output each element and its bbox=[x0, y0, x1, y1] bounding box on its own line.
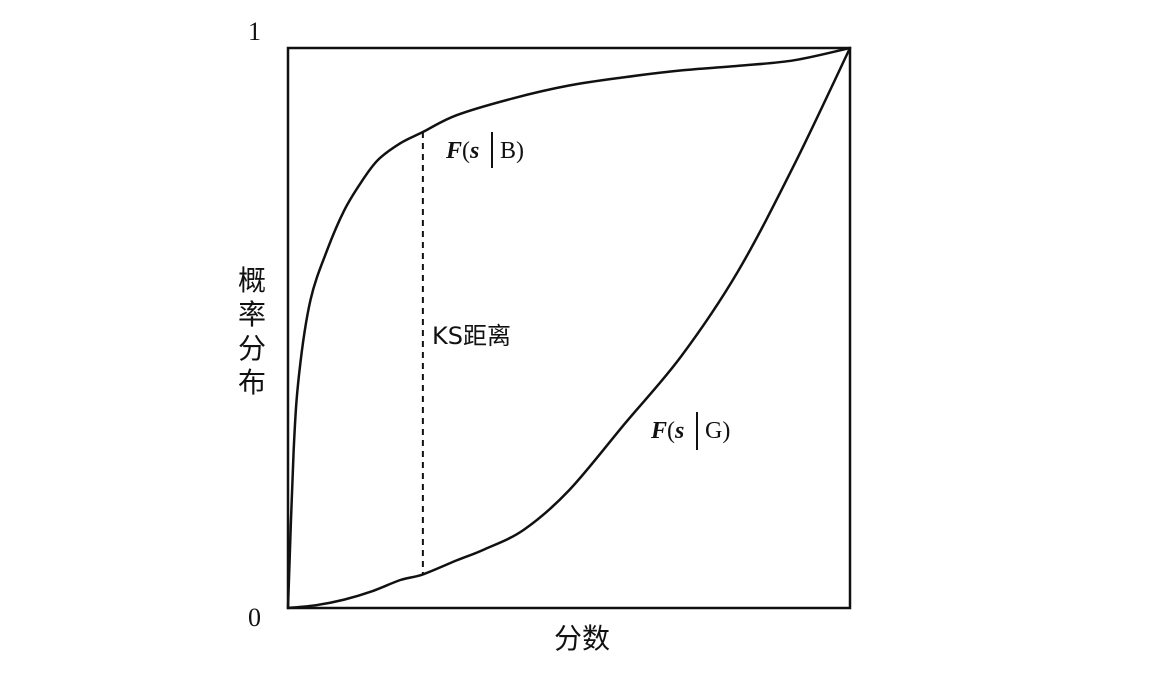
svg-text:G): G) bbox=[705, 418, 730, 444]
svg-text:F(s: F(s bbox=[445, 138, 479, 164]
series-label-close-paren: ) bbox=[722, 418, 730, 444]
series-label-open-paren: ( bbox=[667, 418, 675, 444]
svg-text:B): B) bbox=[500, 138, 524, 164]
series-label-open-paren: ( bbox=[462, 138, 470, 164]
svg-text:F(s: F(s bbox=[650, 418, 684, 444]
y-axis-label-char: 率 bbox=[238, 298, 266, 331]
series-label-var: s bbox=[469, 138, 479, 164]
series-label-var: s bbox=[674, 418, 684, 444]
y-tick-label-1: 1 bbox=[248, 17, 261, 46]
plot-frame bbox=[286, 46, 852, 610]
y-tick-label-0: 0 bbox=[248, 603, 261, 632]
y-axis-label-char: 分 bbox=[238, 332, 266, 365]
series-line-f-s-b bbox=[286, 46, 852, 610]
series-label-f-s-b: F(s B) bbox=[445, 132, 524, 168]
series-label-close-paren: ) bbox=[516, 138, 524, 164]
y-axis-label: 概 率 分 布 bbox=[238, 264, 266, 399]
series-label-f-s-g: F(s G) bbox=[650, 412, 730, 450]
y-axis-label-char: 概 bbox=[238, 264, 266, 297]
x-axis-label: 分数 bbox=[554, 622, 610, 655]
series-label-func: F bbox=[650, 418, 667, 444]
ks-distance-label: KS距离 bbox=[432, 322, 511, 350]
series-label-func: F bbox=[445, 138, 462, 164]
series-line-f-s-g bbox=[286, 46, 852, 610]
series-label-condition: G bbox=[705, 418, 722, 444]
y-axis-label-char: 布 bbox=[238, 366, 266, 399]
series-label-condition: B bbox=[500, 138, 516, 164]
